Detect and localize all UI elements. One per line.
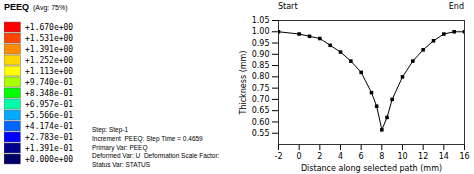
html-text:Deformed Var: U Deformation Sc: Deformed Var: U Deformation Scale Factor…	[92, 152, 220, 160]
svg-text:2: 2	[317, 152, 322, 161]
svg-text:0.65: 0.65	[252, 106, 270, 115]
svg-text:+9.740e-01: +9.740e-01	[25, 78, 73, 87]
svg-text:1.00: 1.00	[252, 27, 270, 36]
html-text:Step: Step-1: Step: Step-1	[92, 126, 129, 134]
svg-text:0.70: 0.70	[252, 95, 270, 104]
svg-text:0: 0	[297, 152, 302, 161]
svg-text:+4.174e-01: +4.174e-01	[25, 122, 73, 131]
svg-text:+1.391e+00: +1.391e+00	[25, 45, 73, 54]
html-text:Increment PEEQ: Step Time = 0.: Increment PEEQ: Step Time = 0.4659	[92, 134, 203, 142]
html-text:PEEQ: PEEQ	[4, 2, 29, 12]
svg-text:1.05: 1.05	[252, 16, 270, 25]
html-text:Primary Var: PEEQ: Primary Var: PEEQ	[92, 143, 148, 151]
svg-text:0.55: 0.55	[252, 129, 270, 138]
svg-text:+1.113e+00: +1.113e+00	[25, 67, 73, 76]
svg-text:0.85: 0.85	[252, 61, 270, 70]
svg-text:12: 12	[418, 152, 428, 161]
svg-text:0.80: 0.80	[252, 72, 270, 81]
svg-text:+1.670e+00: +1.670e+00	[25, 23, 73, 32]
svg-text:+1.252e+00: +1.252e+00	[25, 56, 73, 65]
svg-text:+1.531e+00: +1.531e+00	[25, 34, 73, 43]
svg-text:8: 8	[379, 152, 384, 161]
svg-text:0.90: 0.90	[252, 50, 270, 59]
html-text:Status Var: STATUS: Status Var: STATUS	[92, 161, 151, 169]
svg-text:0.60: 0.60	[252, 118, 270, 127]
svg-text:Distance along selected path (: Distance along selected path (mm)	[301, 164, 442, 173]
svg-text:+1.391e-01: +1.391e-01	[25, 144, 73, 153]
html-text:(Avg: 75%): (Avg: 75%)	[33, 4, 68, 11]
svg-text:+8.348e-01: +8.348e-01	[25, 89, 73, 98]
svg-text:16: 16	[459, 152, 469, 161]
svg-text:+2.783e-01: +2.783e-01	[25, 133, 73, 142]
svg-text:+5.566e-01: +5.566e-01	[25, 111, 73, 120]
svg-text:6: 6	[359, 152, 364, 161]
html-text:Start: Start	[278, 2, 298, 11]
svg-text:10: 10	[397, 152, 407, 161]
svg-text:0.75: 0.75	[252, 84, 270, 93]
html-text:End: End	[448, 2, 464, 11]
svg-text:0.95: 0.95	[252, 39, 270, 48]
svg-text:-2: -2	[275, 152, 283, 161]
svg-text:4: 4	[338, 152, 343, 161]
svg-text:+0.000e+00: +0.000e+00	[25, 155, 73, 164]
svg-text:Thickness (mm): Thickness (mm)	[239, 51, 248, 116]
svg-text:+6.957e-01: +6.957e-01	[25, 100, 73, 109]
svg-text:14: 14	[439, 152, 449, 161]
